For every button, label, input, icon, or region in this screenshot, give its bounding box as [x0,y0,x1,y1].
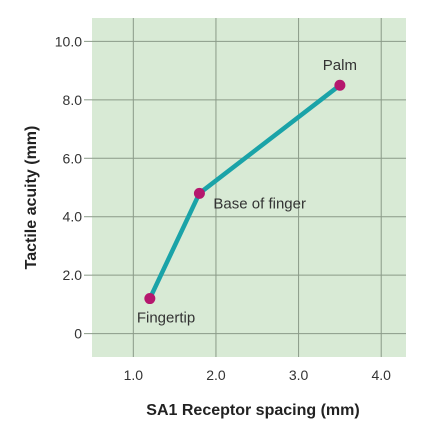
y-tick-label: 2.0 [63,267,83,283]
x-tick-label: 1.0 [124,367,144,383]
y-axis-title: Tactile acuity (mm) [23,126,40,270]
y-tick-label: 4.0 [63,209,83,225]
plot-background [92,18,406,357]
x-tick-label: 3.0 [289,367,309,383]
point-label: Fingertip [137,310,195,327]
data-point [194,188,205,199]
point-label: Palm [323,57,357,74]
y-tick-label: 6.0 [63,150,83,166]
x-axis-title: SA1 Receptor spacing (mm) [146,402,359,419]
y-tick-label: 8.0 [63,92,83,108]
data-point [334,80,345,91]
x-tick-label: 4.0 [371,367,391,383]
y-tick-label: 0 [74,326,82,342]
x-tick-label: 2.0 [206,367,226,383]
y-tick-label: 10.0 [55,33,82,49]
data-point [144,293,155,304]
point-label: Base of finger [213,195,306,212]
